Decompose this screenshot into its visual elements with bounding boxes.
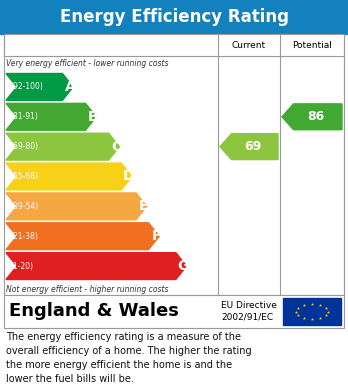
Text: (1-20): (1-20)	[10, 262, 33, 271]
Bar	[4, 34, 344, 295]
Text: (39-54): (39-54)	[10, 202, 38, 211]
Bar	[0, 0, 348, 34]
Text: B: B	[88, 110, 98, 124]
Polygon shape	[282, 104, 342, 130]
Polygon shape	[6, 223, 159, 249]
Text: F: F	[151, 229, 161, 243]
Text: (92-100): (92-100)	[10, 83, 43, 91]
Text: EU Directive
2002/91/EC: EU Directive 2002/91/EC	[221, 301, 277, 322]
Text: Potential: Potential	[292, 41, 332, 50]
Polygon shape	[6, 253, 187, 280]
Polygon shape	[6, 74, 73, 100]
Text: E: E	[139, 199, 148, 213]
Polygon shape	[220, 134, 278, 160]
Text: Very energy efficient - lower running costs: Very energy efficient - lower running co…	[6, 59, 168, 68]
Text: Not energy efficient - higher running costs: Not energy efficient - higher running co…	[6, 285, 168, 294]
Text: (69-80): (69-80)	[10, 142, 38, 151]
Text: A: A	[65, 80, 76, 94]
Text: England & Wales: England & Wales	[9, 303, 179, 321]
Text: (21-38): (21-38)	[10, 232, 38, 241]
Polygon shape	[6, 133, 119, 160]
Text: D: D	[123, 170, 135, 183]
Text: (81-91): (81-91)	[10, 112, 38, 121]
Bar	[4, 295, 344, 328]
Text: 69: 69	[244, 140, 261, 153]
Text: The energy efficiency rating is a measure of the
overall efficiency of a home. T: The energy efficiency rating is a measur…	[6, 332, 251, 384]
Text: G: G	[178, 259, 189, 273]
Text: Energy Efficiency Rating: Energy Efficiency Rating	[60, 8, 288, 26]
Text: Current: Current	[232, 41, 266, 50]
Polygon shape	[6, 163, 132, 190]
Bar	[283, 298, 341, 325]
Polygon shape	[6, 193, 147, 220]
Text: C: C	[111, 140, 121, 154]
Text: 86: 86	[307, 110, 324, 123]
Text: (55-68): (55-68)	[10, 172, 38, 181]
Polygon shape	[6, 103, 96, 130]
